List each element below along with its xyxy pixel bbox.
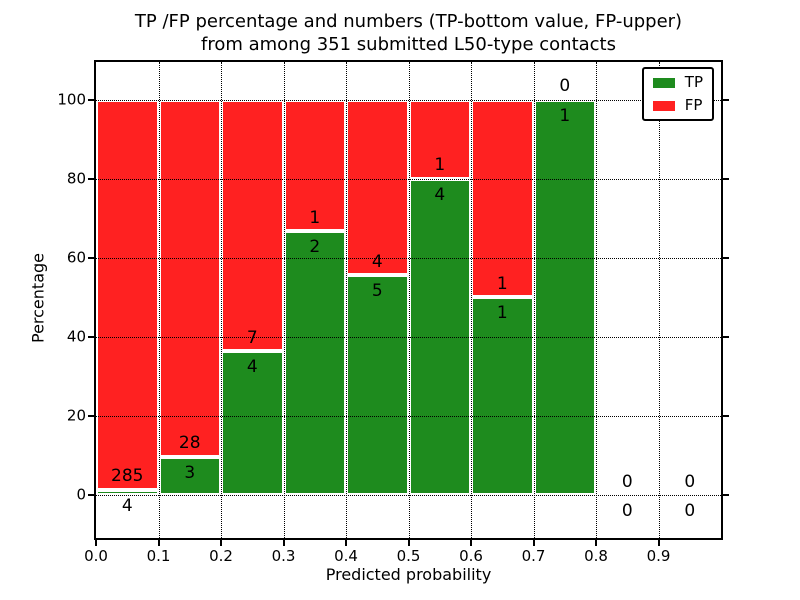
x-tick-label: 0.7 <box>521 547 546 565</box>
tick-mark-bottom <box>157 540 160 546</box>
gridline-vertical <box>283 62 285 538</box>
tick-mark-left <box>88 256 94 259</box>
gridline-vertical <box>658 62 660 538</box>
tick-mark-left <box>88 98 94 101</box>
tick-mark-right <box>723 98 729 101</box>
x-tick-label: 0.3 <box>271 547 296 565</box>
y-tick-label: 20 <box>66 406 86 425</box>
chart-title-line-1: TP /FP percentage and numbers (TP-bottom… <box>134 11 683 32</box>
legend: TP FP <box>641 67 714 121</box>
x-tick-label: 0.6 <box>459 547 483 565</box>
annotation-tp-count: 4 <box>121 495 133 516</box>
gridline-vertical <box>346 62 347 538</box>
bar-tp-segment <box>96 489 159 496</box>
chart-title: TP /FP percentage and numbers (TP-bottom… <box>94 10 723 56</box>
y-tick-label: 0 <box>76 485 86 504</box>
annotation-tp-count: 5 <box>371 281 383 302</box>
y-axis-label: Percentage <box>28 252 48 344</box>
tick-mark-right <box>723 494 729 497</box>
legend-label-tp: TP <box>684 73 703 91</box>
annotation-fp-count: 1 <box>309 207 321 228</box>
x-tick-label: 0.1 <box>146 547 171 565</box>
tick-mark-left <box>88 335 94 338</box>
bar-fp-segment <box>221 99 284 352</box>
legend-item-tp: TP <box>652 73 703 91</box>
tick-mark-left <box>88 494 94 497</box>
x-tick-label: 0.2 <box>209 547 233 565</box>
legend-swatch-tp-icon <box>652 77 675 88</box>
tick-mark-bottom <box>532 540 535 546</box>
annotation-tp-count: 1 <box>496 303 508 324</box>
gridline-vertical <box>408 62 410 538</box>
x-tick-label: 0.0 <box>84 547 108 565</box>
tick-mark-right <box>723 177 729 180</box>
annotation-fp-count: 1 <box>496 273 508 294</box>
tick-mark-bottom <box>345 540 347 546</box>
tick-mark-bottom <box>657 540 660 546</box>
annotation-fp-count: 1 <box>434 155 446 176</box>
legend-swatch-fp-icon <box>652 100 675 111</box>
bar-tp-segment <box>533 99 596 496</box>
x-tick-label: 0.5 <box>396 547 421 565</box>
annotation-fp-count: 0 <box>684 471 696 492</box>
annotation-fp-count: 4 <box>371 251 383 272</box>
gridline-vertical <box>533 62 535 538</box>
tick-mark-bottom <box>595 540 597 546</box>
tick-mark-left <box>88 415 94 418</box>
annotation-fp-count: 0 <box>559 75 571 96</box>
x-axis-label: Predicted probability <box>325 565 492 584</box>
tick-mark-right <box>723 415 729 418</box>
y-tick-label: 100 <box>57 90 86 109</box>
annotation-tp-count: 2 <box>309 237 321 258</box>
annotation-fp-count: 285 <box>111 466 144 487</box>
bar-tp-segment <box>283 231 346 496</box>
plot-area: TP FP 285 4 28 3 7 4 1 2 4 5 1 4 1 1 0 1 0 0 0 0 0 20 40 60 80 10… <box>57 60 729 564</box>
y-tick-label: 80 <box>66 169 86 188</box>
annotation-fp-count: 0 <box>621 471 633 492</box>
x-tick-label: 0.4 <box>334 547 358 565</box>
annotation-tp-count: 3 <box>184 462 196 483</box>
bar-fp-segment <box>346 99 409 276</box>
gridline-vertical <box>471 62 472 538</box>
bar-fp-segment <box>158 99 221 457</box>
legend-item-fp: FP <box>652 96 703 114</box>
gridline-vertical <box>158 62 160 538</box>
annotation-tp-count: 1 <box>559 105 571 126</box>
annotation-fp-count: 7 <box>246 327 258 348</box>
tick-mark-bottom <box>95 540 97 546</box>
bar-fp-segment <box>471 99 534 298</box>
annotation-tp-count: 4 <box>434 184 446 205</box>
tick-mark-left <box>88 177 94 180</box>
bar-tp-segment <box>471 297 534 496</box>
annotation-fp-count: 28 <box>178 433 201 454</box>
annotation-tp-count: 0 <box>684 501 696 522</box>
tick-mark-bottom <box>220 540 222 546</box>
annotation-tp-count: 4 <box>246 357 258 378</box>
x-tick-label: 0.9 <box>646 547 671 565</box>
bar-fp-segment <box>96 99 159 490</box>
y-tick-label: 60 <box>66 248 86 267</box>
gridline-vertical <box>221 62 222 538</box>
chart-title-line-2: from among 351 submitted L50-type contac… <box>200 34 616 55</box>
legend-label-fp: FP <box>684 96 703 114</box>
tick-mark-bottom <box>282 540 285 546</box>
tick-mark-bottom <box>407 540 410 546</box>
tick-mark-right <box>723 256 729 259</box>
bar-tp-segment <box>346 275 409 496</box>
x-tick-label: 0.8 <box>584 547 608 565</box>
tick-mark-bottom <box>470 540 472 546</box>
annotation-tp-count: 0 <box>621 501 633 522</box>
gridline-vertical <box>596 62 597 538</box>
y-tick-label: 40 <box>66 327 86 346</box>
bar-tp-segment <box>158 456 221 496</box>
tick-mark-right <box>723 335 729 338</box>
